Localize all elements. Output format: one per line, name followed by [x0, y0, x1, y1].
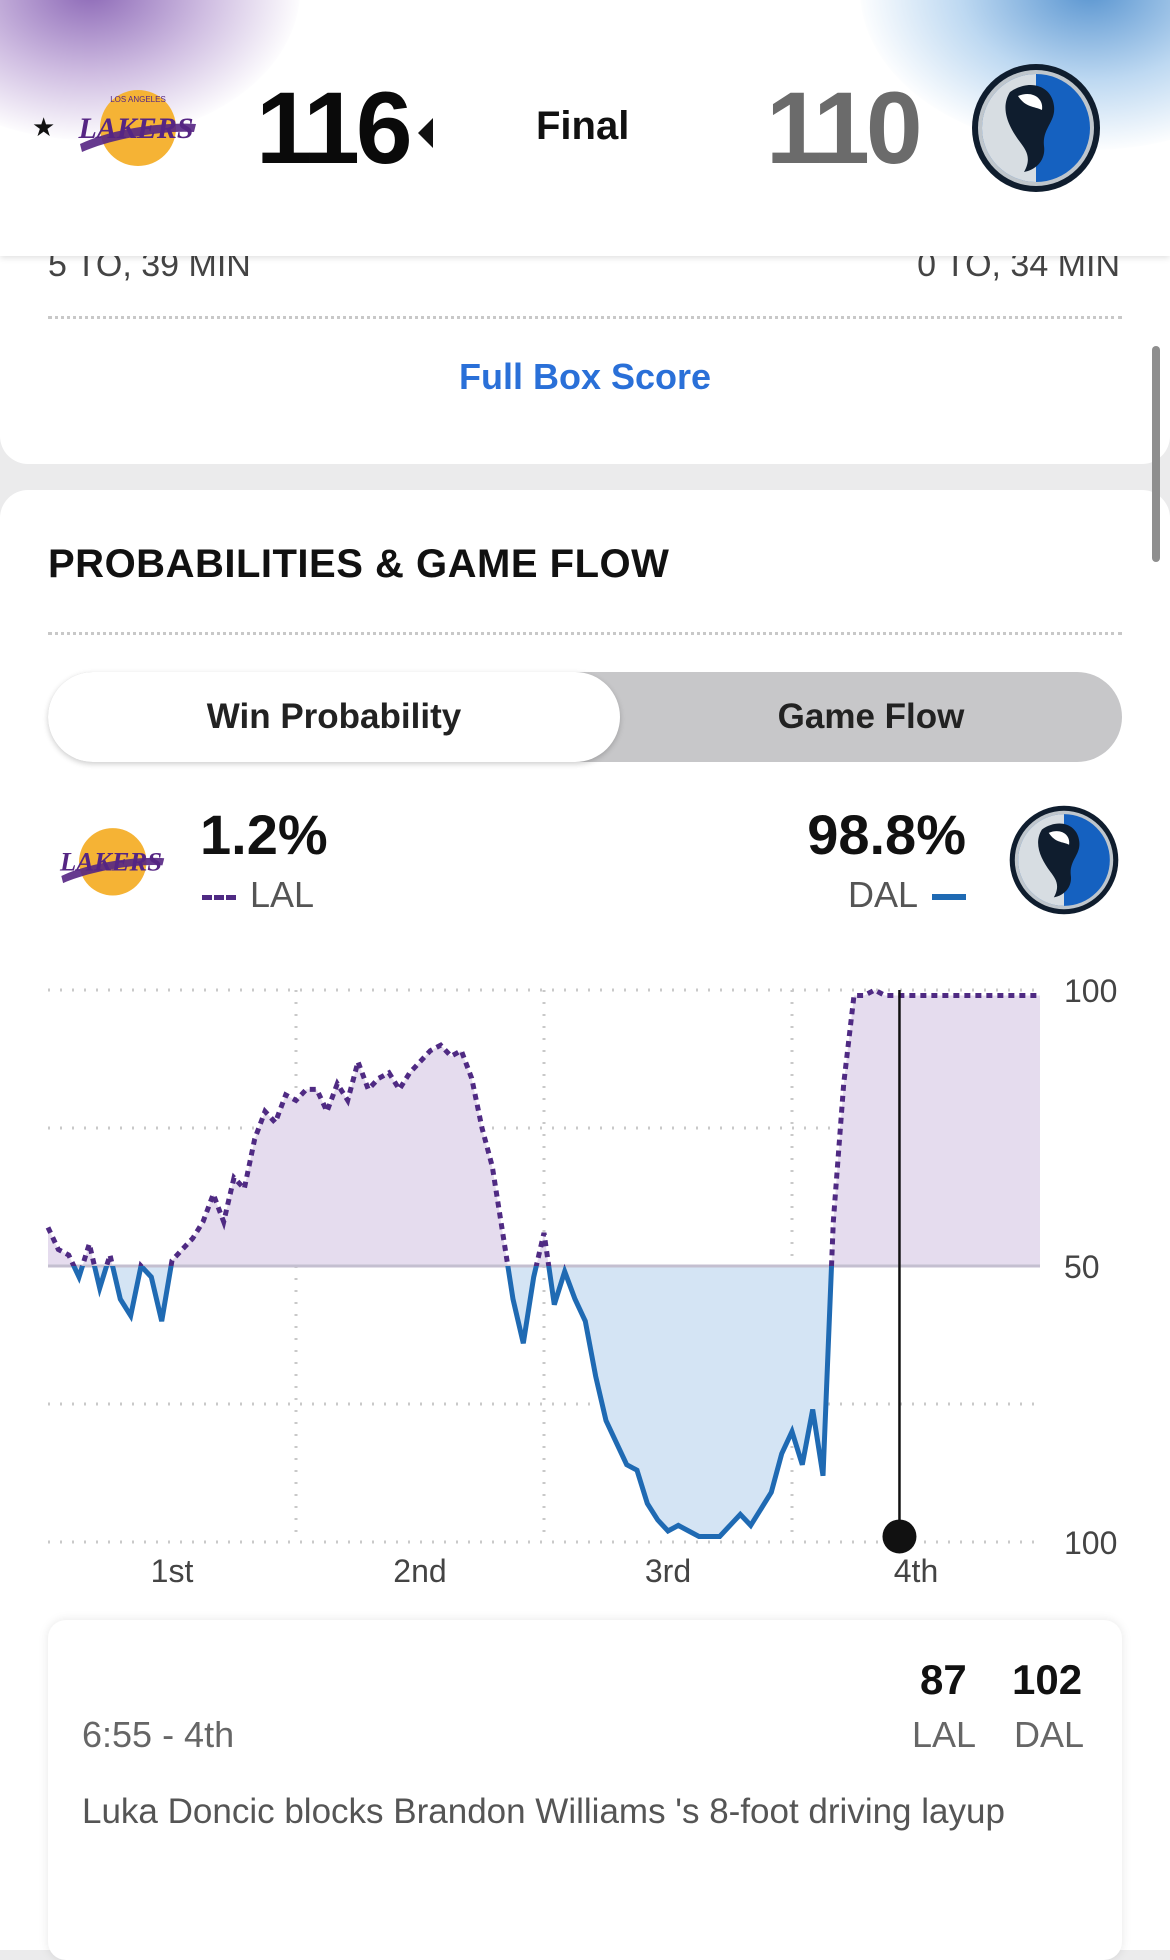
- tab-game-flow[interactable]: Game Flow: [777, 697, 965, 736]
- lal-probability-line: [45, 987, 1040, 1266]
- win-probability-chart[interactable]: 100 50 100 1st 2nd 3rd 4th: [0, 950, 1170, 1610]
- lakers-logo[interactable]: LAKERS LOS ANGELES: [74, 82, 198, 170]
- lal-win-probability: 1.2%: [200, 803, 328, 866]
- tab-win-probability[interactable]: Win Probability: [48, 672, 620, 762]
- dal-probability-area: [48, 1266, 1040, 1537]
- game-status: Final: [536, 104, 630, 148]
- lakers-logo-small: LAKERS: [59, 828, 165, 896]
- svg-text:LAKERS: LAKERS: [59, 847, 162, 877]
- lal-legend-label: LAL: [250, 874, 315, 915]
- probabilities-card: PROBABILITIES & GAME FLOW Win Probabilit…: [0, 490, 1170, 1960]
- y-tick-label: 50: [1064, 1249, 1100, 1285]
- x-tick-label: 3rd: [645, 1553, 691, 1589]
- play-lal-label: LAL: [912, 1714, 977, 1755]
- score-header: ★ LAKERS LOS ANGELES 116 Final 110: [0, 0, 1170, 256]
- y-tick-label: 100: [1064, 1525, 1117, 1561]
- dal-legend: DAL: [848, 874, 966, 916]
- away-score: 110: [766, 71, 923, 185]
- dal-win-probability: 98.8%: [807, 803, 966, 866]
- lal-legend: LAL: [202, 874, 314, 916]
- x-tick-label: 2nd: [393, 1553, 446, 1589]
- play-description: Luka Doncic blocks Brandon Williams 's 8…: [82, 1792, 1005, 1831]
- cursor-dot: [882, 1519, 917, 1554]
- play-dal-score: 102: [1012, 1656, 1083, 1703]
- chart-toggle: Win Probability Game Flow: [48, 672, 1122, 762]
- winner-arrow-icon: [418, 118, 433, 148]
- divider: [48, 632, 1122, 635]
- divider: [48, 316, 1122, 319]
- section-title: PROBABILITIES & GAME FLOW: [48, 542, 670, 586]
- play-dal-label: DAL: [1014, 1714, 1085, 1755]
- scrollbar[interactable]: [1152, 346, 1160, 562]
- play-lal-score: 87: [920, 1656, 967, 1703]
- y-tick-label: 100: [1064, 973, 1117, 1009]
- dal-legend-swatch: [932, 894, 966, 901]
- full-box-score-link[interactable]: Full Box Score: [458, 356, 712, 397]
- x-tick-label: 4th: [894, 1553, 938, 1589]
- home-score: 116: [256, 71, 413, 185]
- lal-probability-area: [48, 990, 1040, 1266]
- svg-text:LAKERS: LAKERS: [77, 112, 193, 145]
- favorite-star-icon: ★: [32, 112, 56, 142]
- svg-text:LOS ANGELES: LOS ANGELES: [110, 95, 166, 104]
- play-detail-card: 87 102 LAL DAL 6:55 - 4th Luka Doncic bl…: [48, 1620, 1122, 1960]
- x-tick-label: 1st: [151, 1553, 194, 1589]
- dal-legend-label: DAL: [847, 874, 918, 915]
- lal-legend-swatch: [202, 894, 236, 900]
- mavericks-logo-small: [1009, 805, 1119, 915]
- mavericks-logo[interactable]: [970, 62, 1102, 194]
- play-time: 6:55 - 4th: [82, 1714, 235, 1755]
